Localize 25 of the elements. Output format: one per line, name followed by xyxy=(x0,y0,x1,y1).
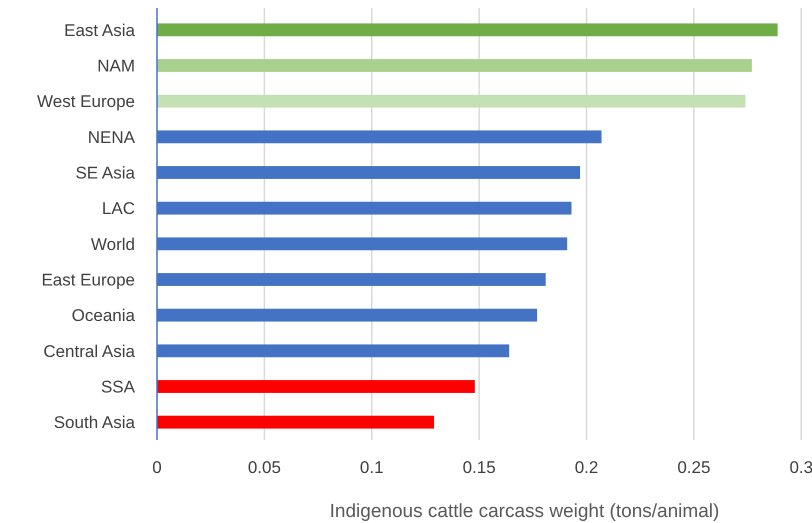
x-tick-label: 0 xyxy=(152,458,162,477)
y-tick-label: East Europe xyxy=(41,270,135,290)
y-tick-label: SE Asia xyxy=(75,163,136,182)
x-tick-label: 0.25 xyxy=(677,458,710,477)
x-tick-label: 0.15 xyxy=(462,458,496,477)
y-tick-label: NENA xyxy=(88,128,136,147)
y-tick-label: NAM xyxy=(97,56,135,76)
y-tick-label: Central Asia xyxy=(43,342,136,361)
x-tick-label: 0.05 xyxy=(248,458,281,477)
bar xyxy=(157,59,752,72)
y-tick-label: SSA xyxy=(100,377,136,396)
x-tick-label: 0.3 xyxy=(789,458,812,477)
bar xyxy=(157,94,746,108)
bar xyxy=(157,416,434,429)
x-tick-label: 0.1 xyxy=(360,458,384,477)
y-tick-label: West Europe xyxy=(37,92,135,112)
y-tick-label: LAC xyxy=(102,199,135,218)
y-tick-label: Oceania xyxy=(72,306,136,326)
x-tick-label: 0.2 xyxy=(574,458,598,477)
y-tick-label: World xyxy=(90,234,135,254)
y-tick-label: South Asia xyxy=(54,413,136,432)
x-axis-title: Indigenous cattle carcass weight (tons/animal) xyxy=(330,501,720,522)
bar xyxy=(157,23,778,36)
y-tick-label: East Asia xyxy=(64,20,136,40)
bar xyxy=(157,380,475,393)
